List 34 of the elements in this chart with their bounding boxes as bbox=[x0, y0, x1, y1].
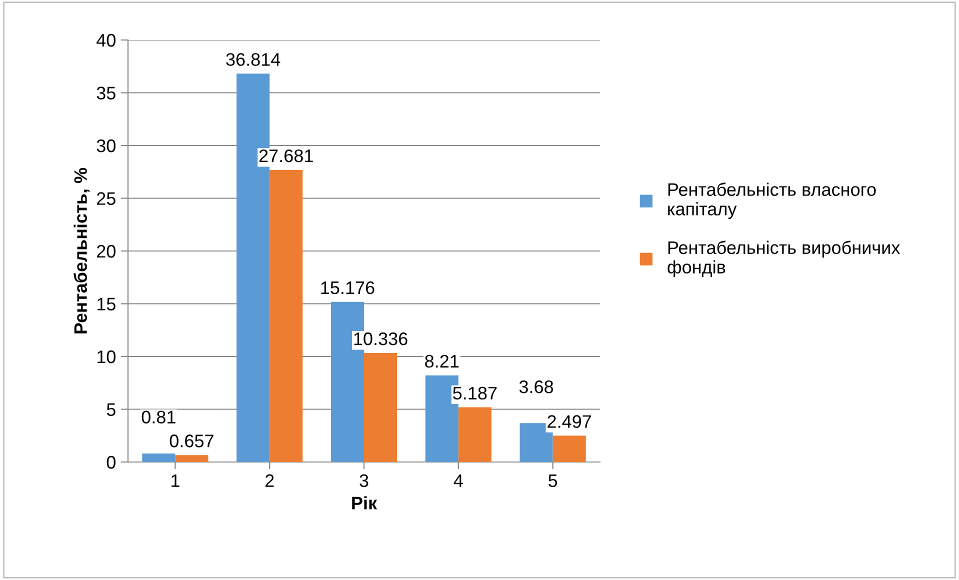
bar bbox=[364, 352, 398, 462]
y-tick-label: 30 bbox=[96, 139, 116, 152]
x-tick-label: 1 bbox=[172, 474, 180, 487]
y-tick-label: 5 bbox=[106, 403, 116, 416]
data-label: 27.681 bbox=[259, 149, 313, 162]
y-tick-label: 20 bbox=[97, 244, 116, 258]
x-tick-label: 3 bbox=[360, 474, 368, 488]
legend-label: Рентабельність власного капіталу bbox=[668, 182, 876, 219]
y-axis-title: Рентабельність, % bbox=[74, 168, 90, 334]
data-label: 36.814 bbox=[226, 53, 280, 66]
data-label: 2.497 bbox=[548, 415, 592, 428]
data-label: 0.81 bbox=[142, 410, 176, 424]
data-label: 15.176 bbox=[321, 281, 374, 294]
bar bbox=[270, 170, 303, 462]
y-tick-label: 10 bbox=[97, 350, 116, 364]
data-label: 5.187 bbox=[453, 386, 497, 400]
bar bbox=[458, 407, 492, 462]
x-tick-label: 4 bbox=[454, 474, 463, 487]
data-label: 8.21 bbox=[425, 354, 459, 368]
legend-label: Рентабельність виробничих фондів bbox=[668, 240, 900, 278]
x-axis-title: Рік bbox=[352, 496, 378, 510]
y-tick-label: 40 bbox=[96, 34, 116, 47]
x-tick-label: 5 bbox=[548, 474, 558, 488]
bar bbox=[142, 453, 176, 462]
bar bbox=[175, 455, 208, 462]
y-tick-label: 25 bbox=[97, 192, 116, 205]
y-tick-label: 0 bbox=[106, 456, 116, 469]
y-tick-label: 15 bbox=[97, 298, 116, 310]
data-label: 10.336 bbox=[354, 332, 408, 346]
y-tick-label: 35 bbox=[96, 86, 116, 100]
bar bbox=[552, 436, 586, 462]
data-label: 3.68 bbox=[519, 380, 554, 394]
x-tick-label: 2 bbox=[265, 474, 274, 487]
data-label: 0.657 bbox=[170, 434, 214, 448]
